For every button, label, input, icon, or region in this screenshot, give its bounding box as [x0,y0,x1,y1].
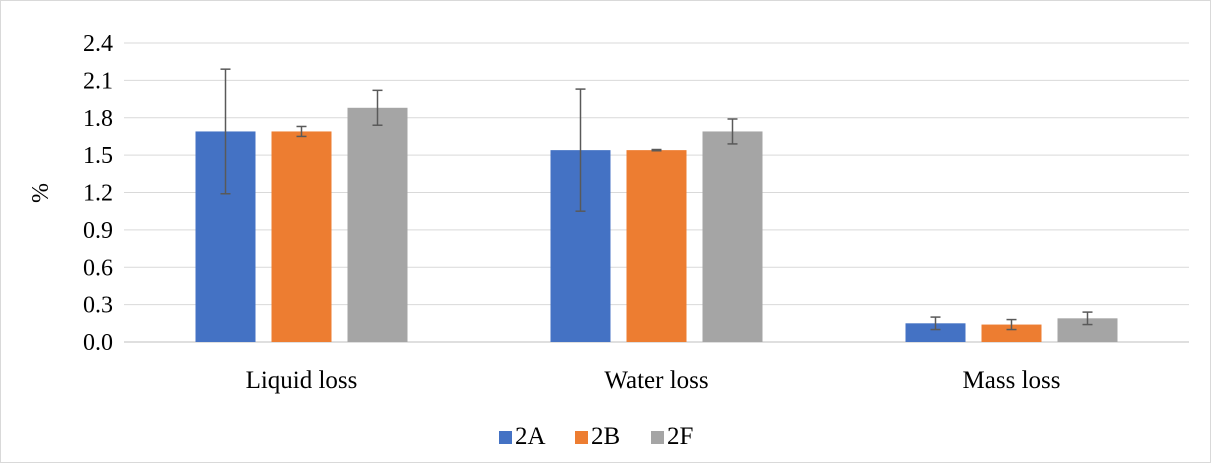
legend: 2A 2B 2F [499,423,693,450]
x-category-label: Mass loss [963,367,1061,394]
legend-label: 2F [667,423,693,450]
bar-2a-mass-loss [905,323,966,342]
legend-item-2b: 2B [575,423,620,450]
x-category-label: Liquid loss [246,367,358,394]
error-bar [1006,318,1017,331]
error-bar [727,118,738,145]
legend-swatch [499,431,512,444]
bar-2f-liquid-loss [347,107,408,343]
error-bar [930,316,941,331]
legend-swatch [575,431,588,444]
y-tick-label: 0.6 [83,255,113,281]
y-tick-label: 1.2 [83,181,113,207]
legend-label: 2B [591,423,620,450]
bars [195,107,1118,343]
x-axis-categories: Liquid loss Water loss Mass loss [246,367,1061,394]
legend-item-2a: 2A [499,423,546,450]
legend-label: 2A [515,423,546,450]
error-bar [220,68,231,195]
error-bar [1082,311,1093,326]
bar-2b-liquid-loss [271,131,332,342]
bar-2f-water-loss [702,131,763,342]
y-axis-ticks: 0.0 0.3 0.6 0.9 1.2 1.5 1.8 2.1 2.4 [83,31,113,356]
x-category-label: Water loss [604,367,708,394]
error-bar [372,89,383,126]
legend-swatch [651,431,664,444]
error-bar [296,125,307,138]
bar-2b-mass-loss [981,324,1042,342]
error-bar [575,88,586,212]
error-bar [651,148,662,152]
y-tick-label: 2.4 [83,31,113,57]
y-axis-label: % [28,183,54,203]
error-bars [220,68,1093,331]
y-tick-label: 1.8 [83,106,113,132]
bar-2f-mass-loss [1057,318,1118,342]
y-tick-label: 1.5 [83,143,113,169]
legend-item-2f: 2F [651,423,693,450]
y-tick-label: 0.9 [83,218,113,244]
y-tick-label: 2.1 [83,68,113,94]
y-tick-label: 0.3 [83,293,113,319]
bar-2b-water-loss [626,150,687,342]
y-tick-label: 0.0 [83,330,113,356]
